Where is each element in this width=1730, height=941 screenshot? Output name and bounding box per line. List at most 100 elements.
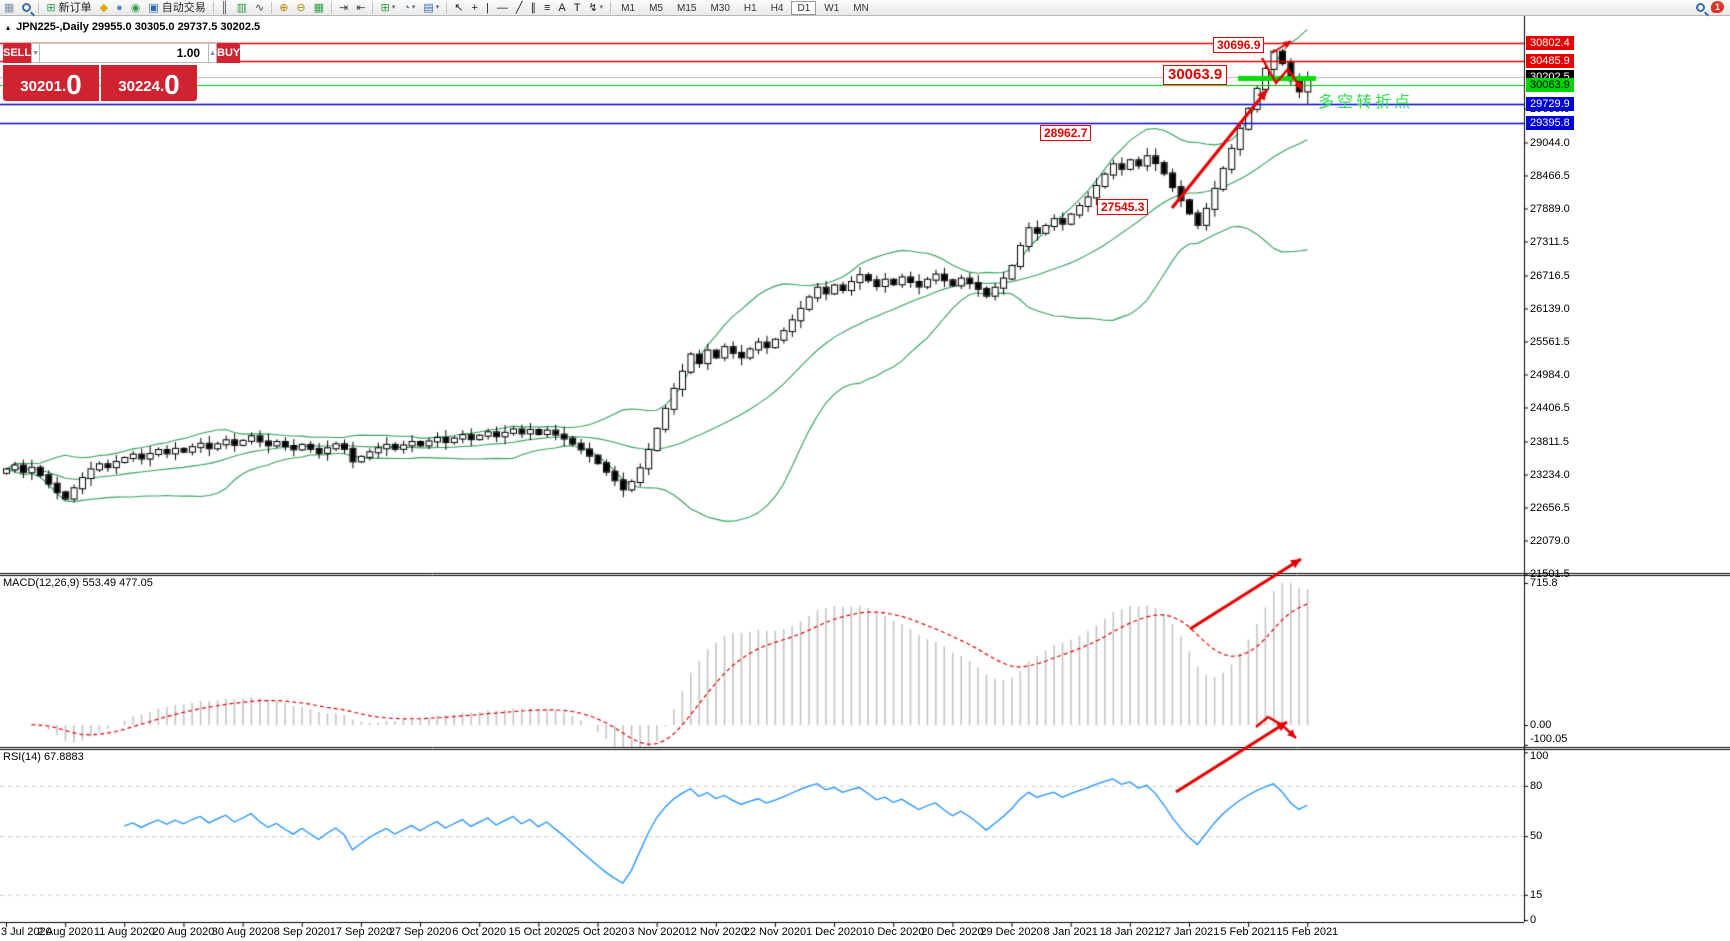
profile-icon: ● (116, 1, 123, 14)
chart-canvas[interactable] (0, 16, 1730, 941)
price-scale-label: 23811.5 (1530, 436, 1569, 449)
text-icon: A (558, 1, 566, 14)
fibonacci-icon[interactable]: ≡ (540, 1, 554, 15)
buy-price-dot: . (159, 78, 165, 95)
add-indicator-icon[interactable]: ⊞ ▾ (376, 1, 399, 15)
period-selector-icon: ◔ (403, 1, 410, 14)
price-annotation-box[interactable]: 30063.9 (1163, 65, 1228, 85)
date-label: 20 Dec 2020 (921, 926, 984, 938)
rsi-scale-label: 0 (1530, 914, 1537, 926)
crosshair-icon[interactable]: + (468, 1, 482, 15)
price-annotation-box[interactable]: 30696.9 (1213, 37, 1265, 53)
date-label: 6 Oct 2020 (452, 926, 507, 938)
autotrade-button[interactable]: ▣ 自动交易 (144, 1, 209, 15)
timeframe-button-mn[interactable]: MN (853, 2, 869, 14)
date-label: 5 Feb 2021 (1220, 926, 1276, 938)
chart-shift-icon[interactable]: ⇤ (352, 1, 369, 15)
ohlc-open: 29955.0 (91, 21, 132, 33)
toolbar-separator (212, 1, 214, 14)
timeframe-button-m5[interactable]: M5 (649, 2, 663, 14)
horizontal-line-icon[interactable]: — (493, 1, 512, 15)
timeframe-button-m30[interactable]: M30 (710, 2, 730, 14)
bar-chart-mode-icon[interactable]: ║ (217, 1, 233, 15)
price-scale-label: 26139.0 (1530, 303, 1570, 316)
rsi-scale-label: 80 (1530, 779, 1543, 792)
volume-increase-button[interactable]: ▲ (208, 43, 217, 63)
dropdown-arrow-icon[interactable]: ▾ (391, 3, 396, 11)
candlestick-mode-icon[interactable]: ▥ (233, 1, 251, 15)
signal-icon: ◉ (130, 1, 141, 14)
equidistant-channel-icon[interactable]: ∥ (526, 1, 540, 15)
zoom-out-icon[interactable]: ⊖ (292, 1, 309, 15)
date-label: 11 Aug 2020 (93, 926, 155, 938)
date-label: 27 Sep 2020 (388, 926, 452, 938)
buy-price-main: 30224 (118, 78, 160, 95)
price-scale-label: 21501.5 (1530, 568, 1570, 581)
date-label: 1 Dec 2020 (805, 926, 863, 938)
rsi-scale-label: 50 (1530, 830, 1543, 843)
add-indicator-icon: ⊞ (380, 1, 390, 14)
new-order-button[interactable]: ⊞ 新订单 (42, 1, 95, 15)
chart-window-icon: ▦ (4, 1, 15, 14)
toolbar-separator (446, 1, 448, 14)
toolbar-separator (331, 1, 333, 14)
date-label: 20 Aug 2020 (152, 926, 215, 938)
dropdown-arrow-icon[interactable]: ▾ (435, 3, 440, 11)
text-icon[interactable]: A (554, 1, 569, 15)
signal-icon[interactable]: ◉ (127, 1, 145, 15)
styles-icon[interactable]: ◆ (96, 1, 112, 15)
auto-scroll-icon: ⇥ (339, 1, 349, 14)
search-icon[interactable] (1696, 2, 1705, 12)
autotrade-button: ▣ (148, 1, 159, 14)
template-icon[interactable]: ▤ ▾ (419, 1, 443, 15)
volume-decrease-button[interactable]: ▼ (31, 43, 41, 63)
dropdown-arrow-icon[interactable]: ▾ (599, 3, 604, 11)
arrows-icon: ↯ (588, 1, 598, 14)
price-line-badge: 29395.8 (1526, 116, 1574, 131)
candlestick-mode-icon: ▥ (236, 1, 247, 14)
toolbar-separator (372, 1, 374, 14)
timeframe-button-h1[interactable]: H1 (743, 2, 757, 14)
macd-indicator-label: MACD(12,26,9) 553.49 477.05 (3, 577, 153, 589)
vertical-line-icon[interactable]: | (482, 1, 493, 15)
bar-chart-mode-icon: ║ (220, 1, 229, 14)
arrows-icon[interactable]: ↯ ▾ (584, 1, 607, 15)
turning-point-annotation[interactable]: 多空转折点 (1318, 94, 1414, 111)
sell-price-display[interactable]: 30201. 0 (3, 65, 99, 101)
auto-scroll-icon[interactable]: ⇥ (335, 1, 352, 15)
price-annotation-box[interactable]: 28962.7 (1040, 125, 1092, 141)
volume-input[interactable] (40, 43, 209, 63)
date-label: 3 Nov 2020 (628, 926, 685, 938)
sell-button[interactable]: SELL (3, 43, 32, 63)
cursor-icon[interactable]: ↖ (450, 1, 467, 15)
profile-icon[interactable]: ● (112, 1, 127, 15)
dropdown-arrow-icon[interactable]: ▾ (411, 3, 416, 11)
timeframe-button-w1[interactable]: W1 (824, 2, 840, 14)
date-label: 8 Jan 2021 (1043, 926, 1098, 938)
styles-icon: ◆ (99, 1, 109, 14)
price-annotation-box[interactable]: 27545.3 (1097, 199, 1149, 215)
toolbar-separator (38, 1, 40, 14)
timeframe-button-d1[interactable]: D1 (791, 0, 817, 15)
text-label-icon[interactable]: T (570, 1, 585, 15)
timeframe-button-m15[interactable]: M15 (676, 2, 697, 14)
trendline-icon[interactable]: ╱ (512, 1, 527, 15)
new-order-button-label: 新订单 (58, 1, 92, 14)
main-toolbar: ▦ ⊞ 新订单 ◆ ● ◉ ▣ 自动交易 ║ ▥ ∿ ⊕ ⊖ ▦ ⇥ ⇤ ⊞ ▾ ◔ ▾ ▤ ▾ ↖ + | — ╱ ∥ ≡ A T ↯ ▾ M… (0, 0, 1730, 16)
notification-badge[interactable]: 1 (1711, 1, 1724, 13)
zoom-in-icon[interactable]: ⊕ (275, 1, 292, 15)
buy-button[interactable]: BUY (217, 43, 241, 63)
sell-price-main: 30201 (20, 78, 62, 95)
trendline-icon: ╱ (515, 1, 523, 14)
buy-price-display[interactable]: 30224. 0 (101, 65, 197, 101)
market-watch-icon[interactable] (18, 1, 35, 15)
period-selector-icon[interactable]: ◔ ▾ (399, 1, 419, 15)
timeframe-button-h4[interactable]: H4 (770, 2, 784, 14)
timeframe-button-m1[interactable]: M1 (621, 2, 636, 14)
price-scale-label: 25561.5 (1530, 336, 1570, 349)
line-chart-mode-icon[interactable]: ∿ (251, 1, 268, 15)
toolbar-separator (610, 1, 612, 14)
cursor-icon: ↖ (454, 1, 464, 14)
tile-windows-icon[interactable]: ▦ (310, 1, 328, 15)
chart-window-icon[interactable]: ▦ (0, 1, 18, 15)
